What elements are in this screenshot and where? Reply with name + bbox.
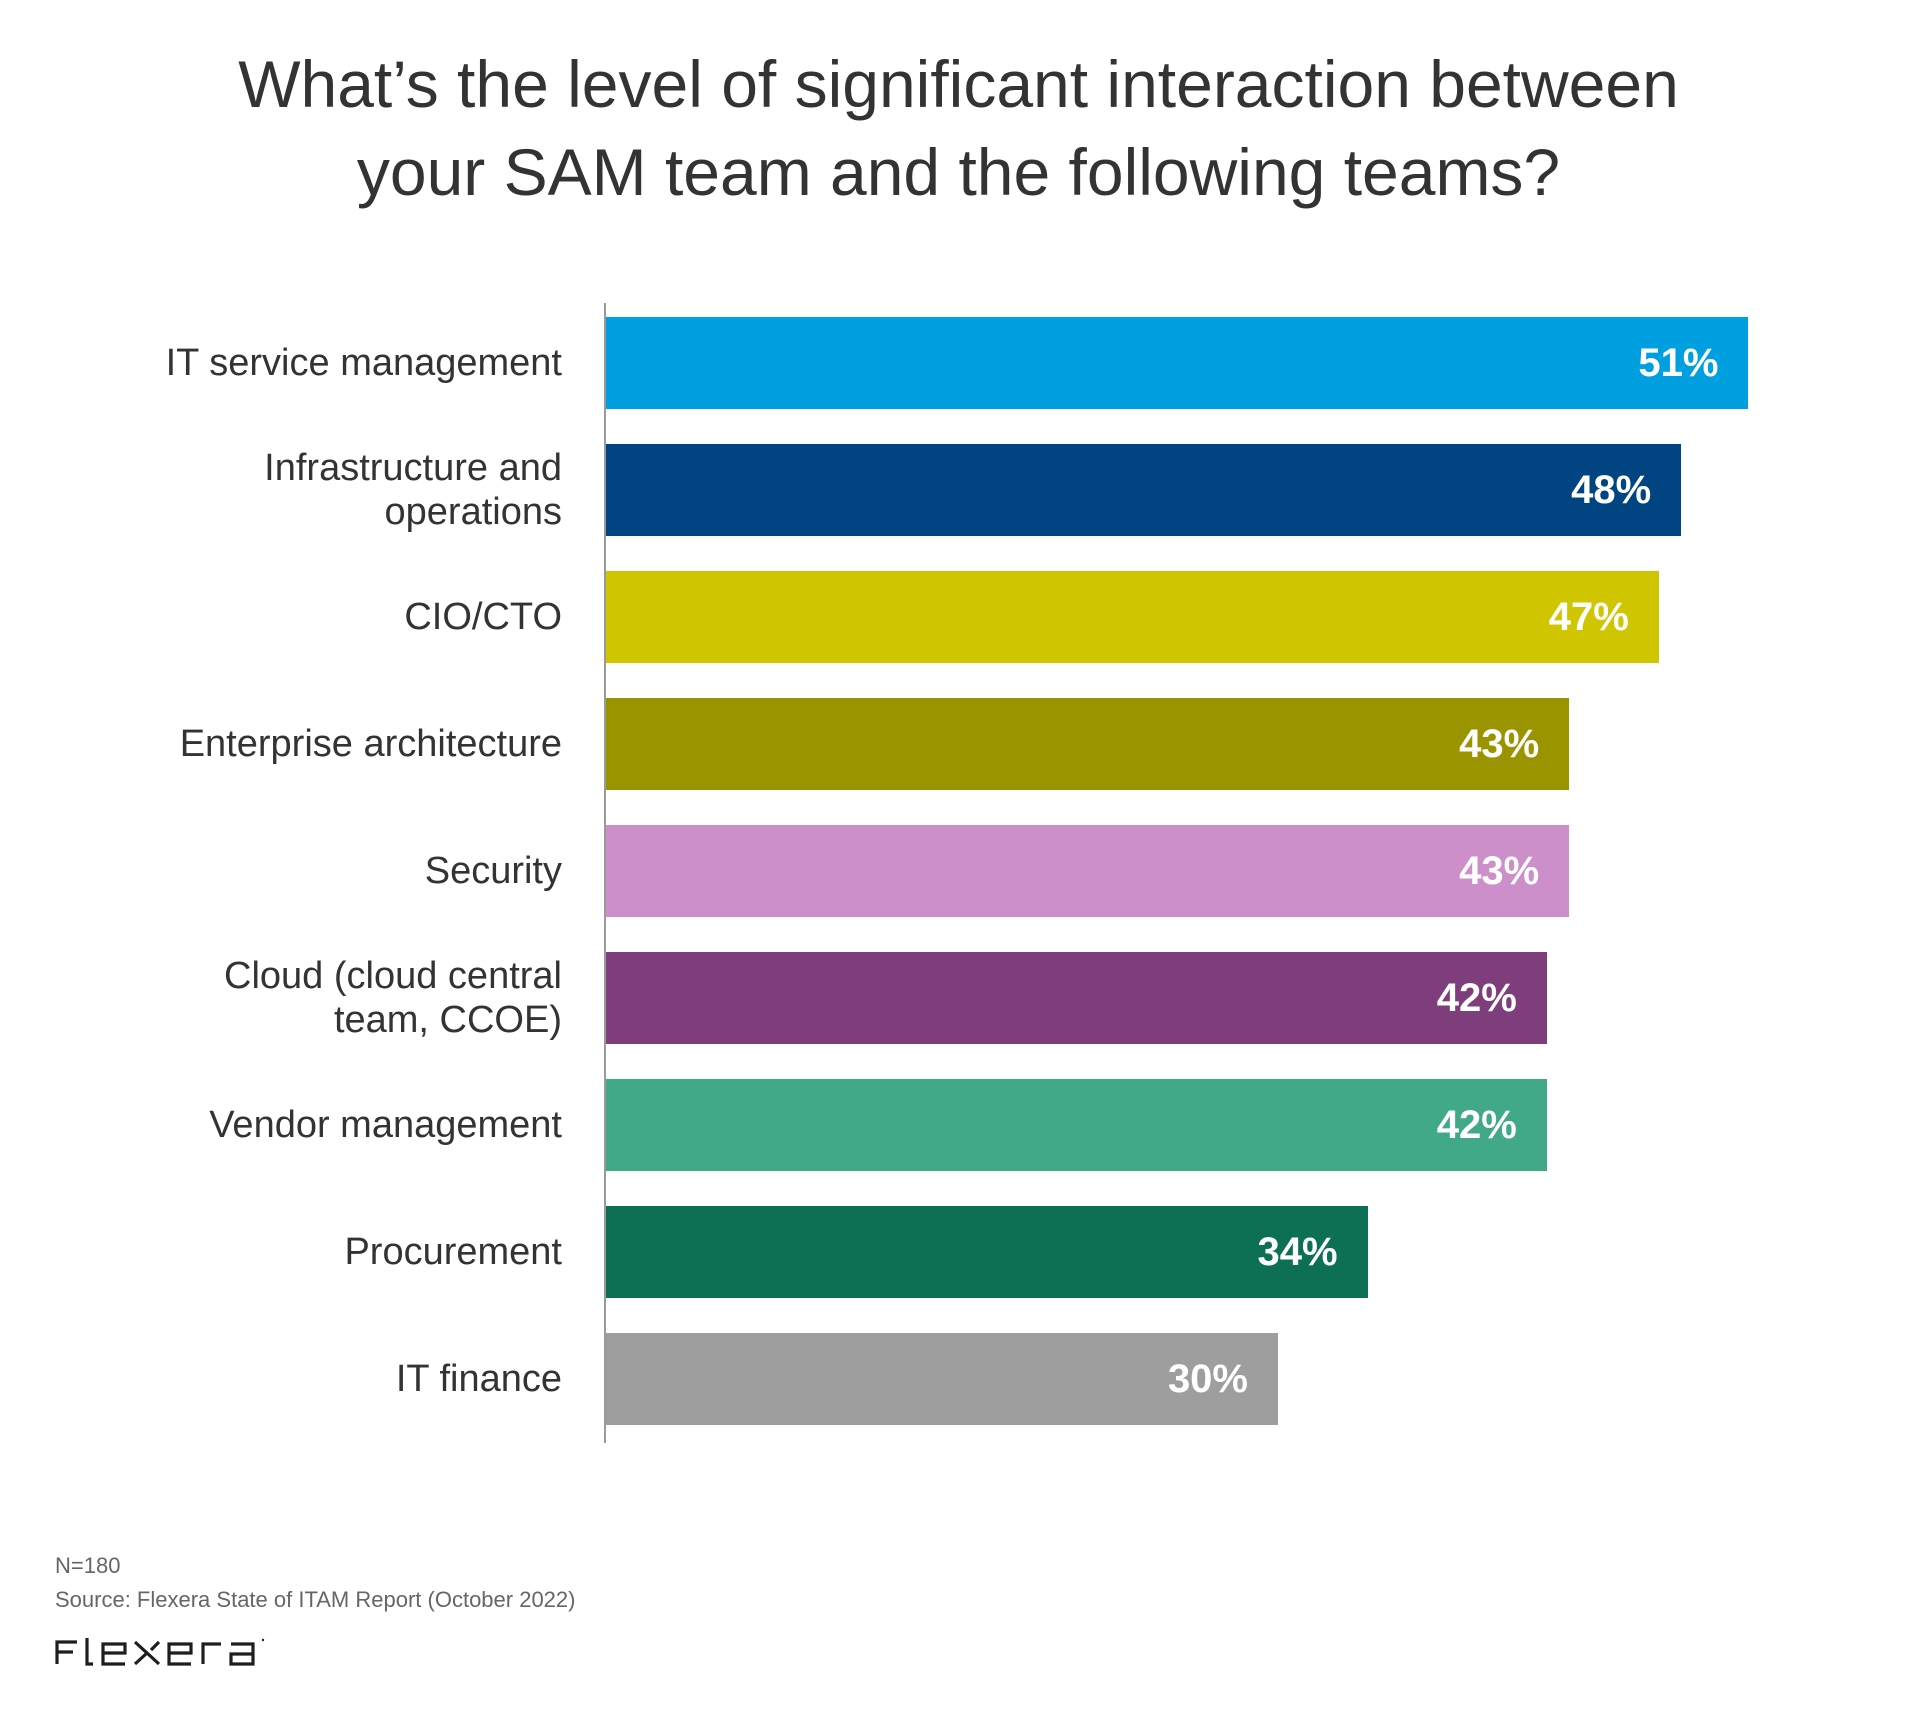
bar-chart: 51% IT service management 48% Infrastructur… xyxy=(122,303,1749,1443)
source-note: Source: Flexera State of ITAM Report (Oc… xyxy=(55,1587,576,1612)
bar: 42% xyxy=(606,1079,1547,1171)
category-label: IT service management xyxy=(122,341,562,385)
bar-value-label: 42% xyxy=(1436,976,1517,1020)
chart-title-line-2: your SAM team and the following teams? xyxy=(356,135,1561,209)
bar-value-label: 51% xyxy=(1638,341,1719,385)
bar: 48% xyxy=(606,444,1682,536)
category-label-line: Cloud (cloud central xyxy=(224,955,562,997)
category-label-line: Infrastructure and xyxy=(264,447,562,489)
chart-title-line-1: What’s the level of significant interact… xyxy=(238,47,1679,121)
category-axis-line xyxy=(604,303,606,1443)
bar: 42% xyxy=(606,952,1547,1044)
bar-value-label: 34% xyxy=(1257,1230,1338,1274)
category-label-line: operations xyxy=(384,491,562,533)
category-label-line: team, CCOE) xyxy=(333,999,562,1041)
flexera-logo xyxy=(55,1638,265,1666)
category-label-line: IT service management xyxy=(165,342,562,384)
category-label: Cloud (cloud central team, CCOE) xyxy=(122,954,562,1042)
category-label-line: IT finance xyxy=(395,1358,562,1400)
sample-size-note: N=180 xyxy=(55,1553,121,1578)
bar-value-label: 43% xyxy=(1459,849,1540,893)
category-label: IT finance xyxy=(122,1357,562,1401)
bar-value-label: 48% xyxy=(1571,468,1652,512)
bar: 30% xyxy=(606,1333,1278,1425)
bar: 34% xyxy=(606,1206,1368,1298)
category-label: Security xyxy=(122,849,562,893)
category-label: Procurement xyxy=(122,1230,562,1274)
category-label: Enterprise architecture xyxy=(122,722,562,766)
category-label: Vendor management xyxy=(122,1103,562,1147)
bar-value-label: 30% xyxy=(1167,1357,1248,1401)
category-label-line: Enterprise architecture xyxy=(179,723,562,765)
bar: 47% xyxy=(606,571,1659,663)
category-label-line: CIO/CTO xyxy=(404,596,562,638)
category-label-line: Security xyxy=(424,850,562,892)
bar-value-label: 43% xyxy=(1459,722,1540,766)
bar: 43% xyxy=(606,825,1570,917)
chart-title: What’s the level of significant interact… xyxy=(0,40,1917,216)
bar-value-label: 42% xyxy=(1436,1103,1517,1147)
category-label-line: Procurement xyxy=(344,1231,562,1273)
category-label: CIO/CTO xyxy=(122,595,562,639)
bar: 43% xyxy=(606,698,1570,790)
category-label-line: Vendor management xyxy=(209,1104,562,1146)
bar-value-label: 47% xyxy=(1548,595,1629,639)
bar: 51% xyxy=(606,317,1749,409)
category-label: Infrastructure and operations xyxy=(122,446,562,534)
